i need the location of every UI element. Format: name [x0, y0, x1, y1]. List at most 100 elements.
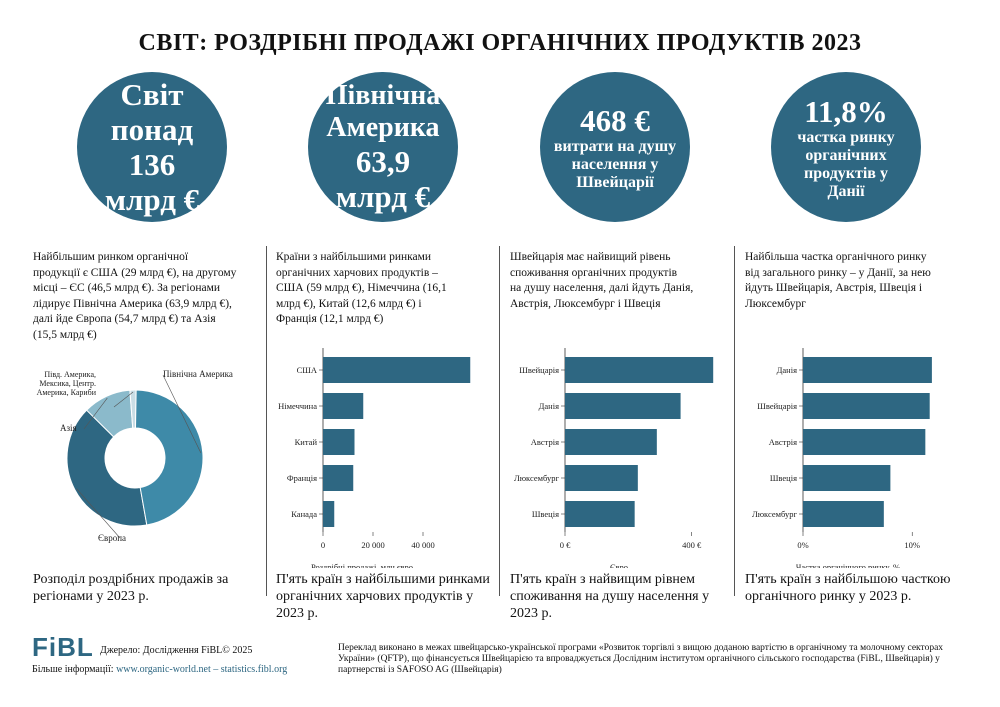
circle-line: млрд €: [104, 182, 200, 217]
desc-line: органічних харчових продуктів –: [276, 266, 438, 279]
x-axis-label: Євро: [610, 562, 628, 568]
pie-slice: [135, 389, 204, 526]
category-label: Китай: [295, 437, 318, 447]
bar: [323, 429, 355, 455]
category-label: Люксембург: [514, 473, 560, 483]
bar: [803, 393, 930, 419]
circle-line: Швейцарії: [576, 173, 654, 191]
bar: [323, 357, 471, 383]
more-info-links[interactable]: www.organic-world.net – statistics.fibl.…: [116, 664, 288, 675]
source-note: Джерело: Дослідження FiBL© 2025: [100, 645, 253, 656]
pie-slice: [66, 409, 148, 527]
x-tick-label: 0%: [797, 540, 808, 550]
circle-line: 468 €: [580, 102, 650, 138]
circle-line: 11,8%: [804, 93, 888, 129]
translation-note: Переклад виконано в межах швейцарсько-ук…: [338, 643, 944, 675]
bar: [323, 501, 335, 527]
caption-line: П'ять країн з найвищим рівнем: [510, 572, 696, 587]
desc-line: млрд €), Китай (12,6 млрд €) і: [276, 297, 422, 310]
caption-line: органічного ринку у 2023 р.: [745, 589, 912, 604]
more-info-label: Більше інформації:: [32, 664, 114, 675]
pie-leader-line: [76, 488, 121, 539]
circle-line: продуктів у: [804, 164, 888, 182]
circle-line: млрд €: [335, 179, 431, 214]
desc-line: споживання органічних продуктів: [510, 266, 678, 279]
category-label: Канада: [291, 509, 317, 519]
desc-line: Швейцарія має найвищий рівень: [510, 251, 671, 263]
bar: [565, 429, 657, 455]
circle-line: частка ринку: [797, 128, 895, 146]
desc-line: лідирує Північна Америка (63,9 млрд €),: [33, 297, 232, 310]
x-tick-label: 10%: [904, 540, 920, 550]
stat-circle-north-america: Північна Америка 63,9 млрд €: [308, 72, 458, 222]
pie-label: Європа: [98, 533, 126, 543]
desc-line: Найбільша частка органічного ринку: [745, 251, 927, 263]
bar: [803, 465, 891, 491]
bar: [803, 501, 884, 527]
bar: [565, 357, 714, 383]
desc-line: Найбільшим ринком органічної: [33, 251, 189, 263]
desc-line: Австрія, Люксембург і Швеція: [510, 297, 661, 310]
x-tick-label: 40 000: [411, 540, 434, 550]
description-per-capita: Швейцарія має найвищий рівень споживання…: [510, 250, 732, 312]
category-label: Люксембург: [752, 509, 798, 519]
region-donut-chart: Європа Північна Америка Азія Півд. Америка,…: [37, 369, 233, 543]
x-axis-label: Роздрібні продажі, млн євро: [311, 562, 413, 568]
caption-line: регіонами у 2023 р.: [33, 589, 149, 604]
pie-leader-line: [162, 374, 202, 453]
column-divider: [734, 246, 735, 596]
bar: [323, 393, 364, 419]
bar: [565, 393, 681, 419]
more-info: Більше інформації: www.organic-world.net…: [32, 664, 287, 675]
category-label: Франція: [287, 473, 317, 483]
stat-circle-switzerland: 468 € витрати на душу населення у Швейца…: [540, 72, 690, 222]
desc-line: США (59 млрд €), Німеччина (16,1: [276, 282, 447, 294]
category-label: Данія: [539, 401, 559, 411]
desc-line: йдуть Швейцарія, Австрія, Швеція і: [745, 282, 923, 294]
pie-leader-line: [113, 391, 134, 408]
description-world: Найбільшим ринком органічної продукції є…: [33, 250, 261, 343]
caption-markets: П'ять країн з найбільшими ринками органі…: [276, 571, 498, 622]
circle-line: 136: [128, 147, 176, 182]
x-tick-label: 0: [321, 540, 325, 550]
caption-market-share: П'ять країн з найбільшою часткою органіч…: [745, 571, 970, 605]
circle-line: витрати на душу: [553, 137, 677, 155]
circle-line: Світ: [120, 77, 184, 112]
circle-line: органічних: [805, 146, 887, 164]
category-label: Німеччина: [278, 401, 317, 411]
bar: [565, 501, 635, 527]
category-label: Швеція: [770, 473, 797, 483]
x-tick-label: 0 €: [560, 540, 571, 550]
caption-line: Розподіл роздрібних продажів за: [33, 572, 229, 587]
desc-line: Країни з найбільшими ринками: [276, 251, 432, 263]
pie-leader-line: [83, 397, 108, 430]
page-title: СВІТ: РОЗДРІБНІ ПРОДАЖІ ОРГАНІЧНИХ ПРОДУ…: [138, 30, 862, 56]
stat-circle-world: Світ понад 136 млрд €: [77, 72, 227, 222]
description-markets: Країни з найбільшими ринками органічних …: [276, 250, 496, 328]
category-label: Австрія: [769, 437, 797, 447]
desc-line: Франція (12,1 млрд €): [276, 313, 384, 325]
desc-line: далі йде Європа (54,7 млрд €) та Азія: [33, 313, 216, 325]
x-axis-label: Частка органічного ринку, %: [796, 562, 900, 568]
desc-line: Люксембург: [745, 297, 806, 310]
pie-label: Півд. Америка,: [44, 370, 96, 379]
category-label: Данія: [777, 365, 797, 375]
pie-label: Азія: [60, 423, 77, 433]
per-capita-bar-chart: Швейцарія Данія Австрія Люксембург Швеція 0 €…: [514, 348, 714, 568]
category-label: Швеція: [532, 509, 559, 519]
x-tick-label: 400 €: [682, 540, 702, 550]
bar: [323, 465, 354, 491]
caption-line: органічних харчових продуктів у 2023 р.: [276, 589, 474, 621]
caption-world: Розподіл роздрібних продажів за регіонам…: [33, 571, 261, 605]
circle-line: населення у: [571, 155, 659, 173]
caption-per-capita: П'ять країн з найвищим рівнем споживання…: [510, 571, 732, 622]
circle-line: Північна: [325, 80, 441, 111]
category-label: Швейцарія: [519, 365, 559, 375]
category-label: Австрія: [531, 437, 559, 447]
bar: [803, 357, 932, 383]
desc-line: продукції є США (29 млрд €), на другому: [33, 266, 237, 279]
column-divider: [266, 246, 267, 596]
pie-label: Північна Америка: [163, 369, 233, 379]
pie-label: Америка, Кариби: [37, 388, 97, 397]
market-size-bar-chart: США Німеччина Китай Франція Канада 0 20 000 40 …: [278, 348, 471, 568]
